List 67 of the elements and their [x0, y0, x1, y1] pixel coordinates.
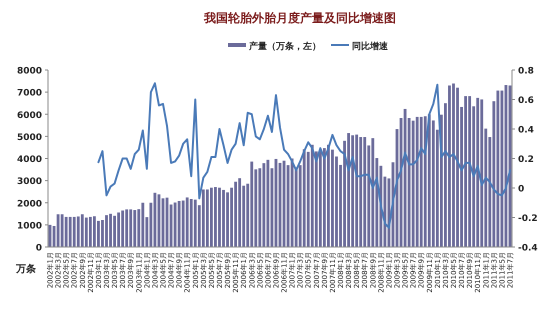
y2-tick-label: 0.6	[518, 96, 534, 106]
bar	[404, 108, 406, 247]
bar	[508, 85, 512, 247]
bar	[48, 224, 52, 247]
bar	[456, 88, 459, 247]
bar	[154, 192, 156, 247]
bar	[174, 202, 177, 247]
bar	[121, 210, 124, 247]
bar	[278, 162, 282, 247]
bar	[162, 198, 164, 247]
bar	[105, 215, 108, 247]
bar	[88, 216, 92, 247]
bar	[282, 160, 286, 247]
bar	[92, 216, 96, 247]
y2-tick-label: -0.2	[518, 214, 538, 224]
bar	[218, 188, 221, 247]
bar	[322, 148, 326, 247]
y-tick-label: 8000	[16, 66, 42, 76]
bar	[214, 187, 217, 247]
legend-label: 同比增速	[352, 41, 389, 52]
y2-tick-label: 0.4	[518, 126, 534, 136]
y-tick-label: 4000	[16, 155, 42, 165]
bar	[202, 189, 205, 247]
y2-tick-label: -0.4	[518, 244, 538, 254]
bar	[166, 198, 168, 247]
y2-tick-label: 0.2	[518, 155, 534, 165]
bar	[158, 194, 160, 247]
bar	[274, 158, 278, 247]
bar	[464, 96, 468, 247]
bar	[347, 133, 350, 247]
bar	[210, 188, 213, 247]
bar	[234, 182, 238, 247]
y-tick-label: 2000	[16, 199, 42, 210]
y2-tick-label: 0	[518, 184, 524, 194]
chart-title: 我国轮胎外胎月度产量及同比增速图	[203, 11, 396, 25]
bar	[238, 178, 242, 247]
bar	[262, 163, 266, 247]
bar	[452, 83, 455, 247]
y-tick-label: 7000	[16, 88, 42, 99]
bar	[290, 158, 294, 247]
y-tick-label: 6000	[16, 110, 42, 121]
bar	[468, 96, 472, 247]
bar	[327, 144, 330, 247]
y-axis-title: 万条	[15, 263, 36, 275]
bar	[178, 200, 181, 247]
y-tick-label: 5000	[16, 132, 42, 143]
bar	[355, 134, 358, 247]
bar	[351, 135, 354, 247]
bar	[222, 190, 225, 247]
bar	[266, 160, 270, 247]
bar	[412, 120, 415, 247]
y-tick-label: 3000	[16, 177, 42, 188]
bar	[117, 212, 120, 247]
bar	[60, 214, 64, 247]
bar	[113, 216, 116, 247]
bar	[56, 214, 60, 247]
y-tick-label: 1000	[16, 221, 42, 232]
bar	[64, 216, 68, 247]
bar	[318, 151, 322, 247]
bar	[504, 85, 508, 247]
bar	[448, 85, 451, 247]
bar	[496, 90, 500, 247]
y-tick-label: 0	[36, 244, 42, 254]
legend-label: 产量（万条，左）	[248, 41, 321, 52]
y2-tick-label: 0.8	[518, 66, 534, 76]
bar	[109, 214, 112, 247]
bar	[206, 189, 209, 247]
